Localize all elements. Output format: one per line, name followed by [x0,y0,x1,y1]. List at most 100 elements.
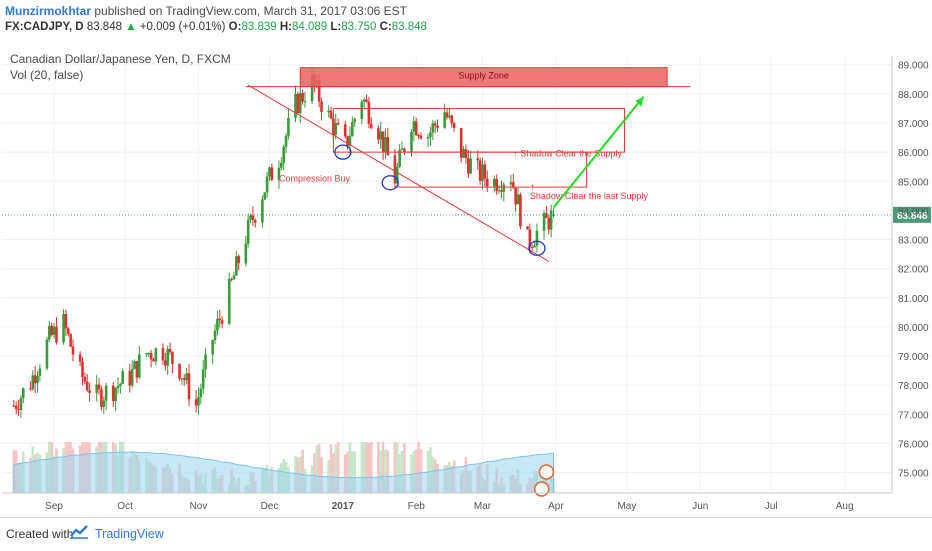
candle-body [111,385,115,402]
candle-body [149,353,153,360]
last-price-tag [893,206,931,223]
trendline [247,84,550,262]
candle-body [502,184,506,192]
target-arrow [552,96,645,209]
candle-body [235,256,238,276]
candle-body [168,348,172,353]
candle-body [509,182,513,185]
candle-body [161,348,165,361]
chart-area[interactable]: Supply Zone ↑ Shadow Clear the Supply Shad… [2,42,932,517]
tradingview-brand-link[interactable]: TradingView [95,527,164,541]
candle-body [22,388,25,398]
candle-body [268,167,271,177]
candle-body [433,123,437,126]
change-value: +0.009 (+0.01%) [139,21,226,33]
supply-box-lower [394,151,588,188]
candle-body [277,167,281,181]
symbol-label[interactable]: FX:CADJPY, D [5,21,84,33]
candle-body [31,375,35,390]
candle-body [246,219,250,244]
header-bar: Munzirmokhtar published on TradingView.c… [0,0,932,42]
candle-body [282,147,285,163]
low-label: L: [330,21,342,33]
candle-body [343,124,347,137]
volume-bar [381,442,385,493]
candle-body [29,388,32,390]
candle-body [336,123,340,125]
candle-body [459,127,463,158]
compression-circle [528,240,546,256]
y-tick-label: 80.000 [898,323,929,334]
candle-body [102,400,106,407]
legend-title: Canadian Dollar/Japanese Yen, D, FXCM [10,52,231,66]
y-tick-label: 86.000 [898,148,929,159]
candle-body [476,158,480,161]
candle-body [495,178,499,192]
volume-bar [317,443,321,493]
y-tick-label: 78.000 [898,381,929,392]
candle-body [334,123,338,135]
candle-body [33,375,37,384]
candle-body [78,354,82,362]
candle-body [448,115,451,118]
candle-body [549,210,553,230]
volume-bar [348,442,352,493]
created-with-text: Created with [6,527,74,541]
y-tick-label: 79.000 [898,352,929,363]
candle-body [199,388,203,398]
candle-body [69,334,72,347]
candle-body [197,397,200,406]
candle-body [178,363,181,379]
candle-body [133,361,136,369]
candle-body [100,389,103,407]
x-tick-label: Jul [765,501,778,512]
x-tick-label: Dec [261,501,279,512]
candle-body [95,384,98,393]
volume-bar [329,444,333,493]
candle-body [232,275,236,280]
volume-bar [398,454,401,493]
volume-bar [417,442,420,493]
candle-body [379,131,383,140]
volume-bar [393,442,397,493]
candle-body [213,330,217,341]
candle-body [395,166,399,184]
candle-body [443,112,446,128]
candle-body [216,318,219,331]
volume-ma-area [13,451,555,494]
tradingview-logo-icon[interactable] [70,525,88,539]
footer-bar: Created with TradingView [0,517,932,551]
candle-body [533,245,536,248]
volume-bar [360,442,364,493]
candle-body [429,132,432,137]
candle-body [237,256,241,264]
volume-bar [301,450,304,493]
candle-body [483,164,487,179]
price-chart[interactable]: Supply Zone ↑ Shadow Clear the Supply Shad… [2,42,932,517]
candle-body [552,214,555,216]
candle-body [481,164,484,181]
candle-body [12,405,16,407]
candle-body [384,137,387,152]
volume-bar [414,449,418,493]
candle-body [147,353,151,355]
author-link[interactable]: Munzirmokhtar [5,4,92,18]
candle-body [104,385,108,401]
candle-body [261,199,264,223]
y-tick-label: 88.000 [898,90,929,101]
candle-body [64,313,68,329]
candle-body [121,371,125,384]
compression-circle [334,144,352,160]
candle-body [467,158,470,174]
candle-body [317,80,321,102]
candle-body [377,128,380,140]
candle-body [19,397,23,410]
volume-bar [313,453,316,493]
quote-line: FX:CADJPY, D 83.848 ▲ +0.009 (+0.01%) O:… [5,21,427,33]
candle-body [171,352,174,364]
candle-body [71,346,75,355]
candle-body [55,326,58,343]
candle-body [360,101,364,119]
volume-bar [332,453,335,493]
candle-body [137,354,141,378]
